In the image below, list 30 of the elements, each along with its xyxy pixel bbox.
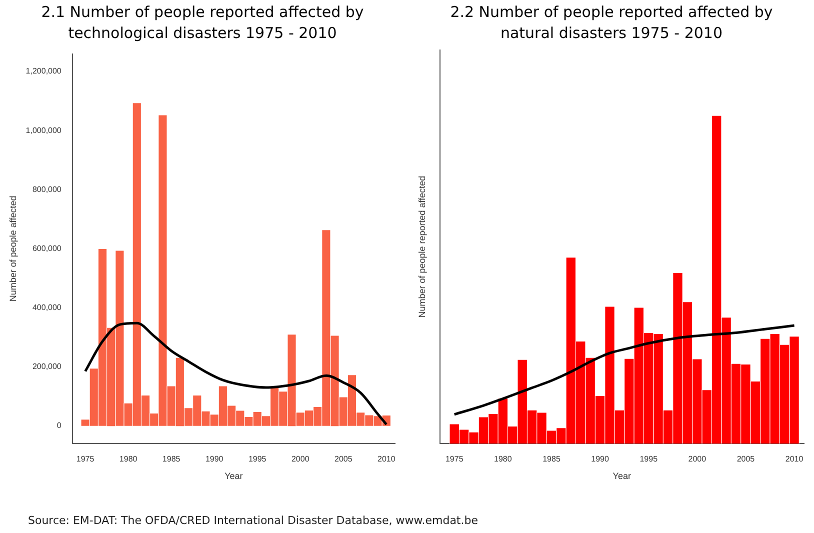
y-tick-label: 600,000	[32, 244, 62, 253]
source-note: Source: EM-DAT: The OFDA/CRED International Disaster Database, www.emdat.be	[28, 514, 478, 527]
x-tick-label: 2010	[378, 454, 396, 464]
y-axis-title: Number of people affected	[8, 196, 18, 302]
x-axis-title: Year	[224, 471, 243, 482]
x-tick-label: 1980	[119, 454, 138, 464]
y-tick-label: 400,000	[32, 302, 62, 312]
y-tick-label: 200,000	[32, 362, 62, 372]
y-axis-title: Number of people reported affected	[416, 176, 427, 318]
x-tick-label: 1995	[640, 454, 658, 464]
x-tick-label: 2000	[291, 454, 310, 464]
x-tick-label: 1985	[542, 454, 561, 464]
x-tick-label: 1980	[494, 454, 512, 464]
y-tick-label: 800,000	[32, 184, 62, 194]
chart-title: 2.2 Number of people reported affected by natural disasters 1975 - 2010	[449, 2, 774, 44]
x-axis-title: Year	[612, 471, 631, 482]
x-tick-label: 1975	[76, 454, 95, 464]
x-tick-label: 2005	[736, 454, 756, 464]
chart-title: 2.1 Number of people reported affected by technological disasters 1975 - 2010	[40, 2, 365, 44]
x-tick-label: 2005	[334, 454, 353, 464]
x-tick-label: 1975	[445, 454, 464, 464]
x-tick-label: 1990	[591, 454, 610, 464]
y-tick-label: 0	[56, 421, 62, 430]
x-tick-label: 1985	[162, 454, 181, 464]
x-tick-label: 2010	[785, 454, 804, 464]
x-tick-label: 2000	[688, 454, 707, 464]
y-tick-label: 1,000,000	[26, 126, 62, 135]
x-tick-label: 1995	[248, 454, 267, 464]
y-tick-label: 1,200,000	[26, 66, 62, 76]
x-tick-label: 1990	[205, 454, 224, 464]
